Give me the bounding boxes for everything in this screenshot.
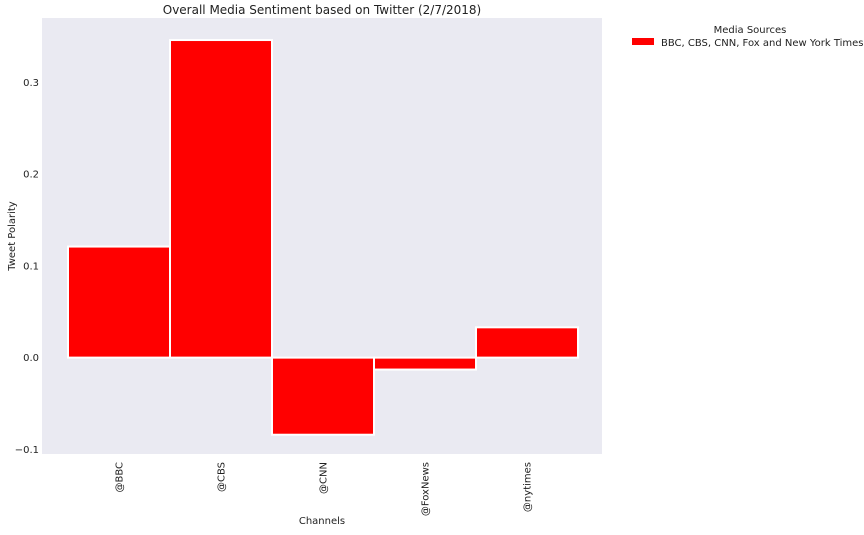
x-tick-label: @nytimes xyxy=(523,462,534,512)
legend-entry-label: BBC, CBS, CNN, Fox and New York Times xyxy=(661,38,864,49)
bar-nytimes xyxy=(475,326,579,359)
y-axis-label: Tweet Polarity xyxy=(7,201,18,272)
y-tick-label: 0.0 xyxy=(23,353,39,364)
bar-cnn xyxy=(271,356,375,436)
bar-cbs xyxy=(169,39,273,359)
y-tick-label: 0.3 xyxy=(23,78,39,89)
x-tick-label: @FoxNews xyxy=(421,462,432,516)
x-axis-label: Channels xyxy=(299,516,345,527)
x-tick-label: @BBC xyxy=(115,462,126,493)
y-ticks-group: −0.1 0.0 0.1 0.2 0.3 xyxy=(15,78,39,456)
bar-foxnews xyxy=(373,356,477,371)
legend-swatch xyxy=(632,38,654,45)
y-tick-label: 0.2 xyxy=(23,170,39,181)
x-tick-label: @CNN xyxy=(319,462,330,494)
chart-title: Overall Media Sentiment based on Twitter… xyxy=(163,3,482,17)
y-tick-label: −0.1 xyxy=(15,445,39,456)
y-tick-label: 0.1 xyxy=(23,261,39,272)
bars-group xyxy=(67,39,579,436)
bar-bbc xyxy=(67,245,171,359)
legend: Media Sources BBC, CBS, CNN, Fox and New… xyxy=(632,25,864,49)
x-ticks-group: @BBC @CBS @CNN @FoxNews @nytimes xyxy=(115,462,534,516)
x-tick-label: @CBS xyxy=(217,462,228,492)
legend-title: Media Sources xyxy=(714,25,787,36)
